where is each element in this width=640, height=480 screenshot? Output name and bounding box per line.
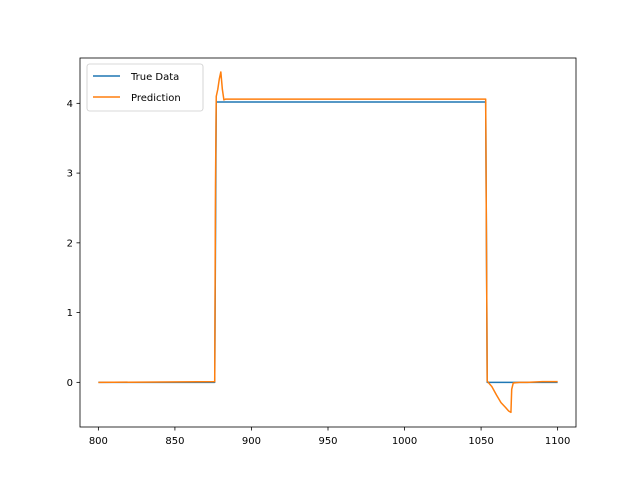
x-tick-label-3: 950 xyxy=(318,436,337,447)
y-tick-label-2: 2 xyxy=(67,238,73,249)
x-tick-label-4: 1000 xyxy=(392,436,417,447)
legend-label-1: Prediction xyxy=(131,93,181,104)
x-tick-label-6: 1100 xyxy=(545,436,570,447)
x-tick-label-5: 1050 xyxy=(468,436,493,447)
legend-label-0: True Data xyxy=(130,72,179,83)
y-tick-label-3: 3 xyxy=(67,169,73,180)
y-tick-label-0: 0 xyxy=(67,378,73,389)
x-tick-label-0: 800 xyxy=(89,436,108,447)
y-tick-label-1: 1 xyxy=(67,308,73,319)
x-tick-label-2: 900 xyxy=(242,436,261,447)
axes: 800 850 900 950 1000 1050 1100 0 1 2 3 4 xyxy=(67,57,577,447)
y-tick-label-4: 4 xyxy=(67,99,73,110)
series-line-1 xyxy=(98,71,558,414)
legend: True Data Prediction xyxy=(86,63,204,112)
x-tick-label-1: 850 xyxy=(165,436,184,447)
plot-area xyxy=(98,71,558,414)
